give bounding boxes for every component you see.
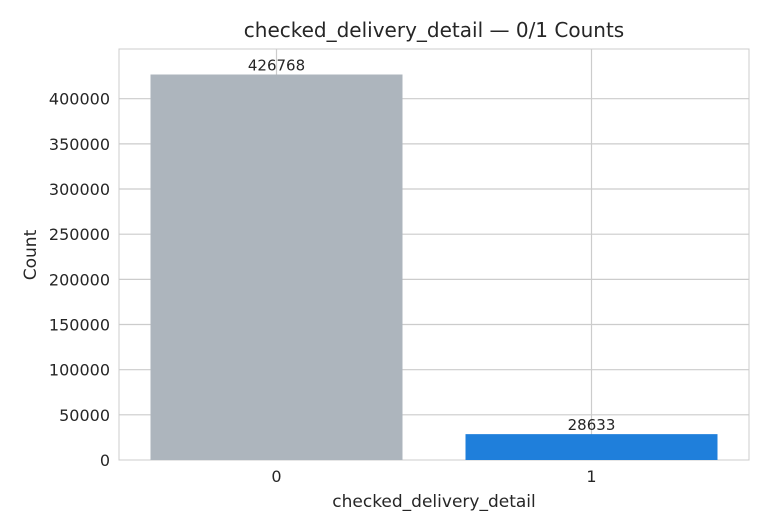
x-tick-label: 0: [271, 467, 281, 486]
data-label-1: 28633: [568, 416, 616, 434]
x-axis-label: checked_delivery_detail: [332, 492, 535, 512]
y-tick-label: 100000: [49, 361, 110, 380]
y-tick-label: 50000: [59, 406, 110, 425]
y-tick-label: 200000: [49, 270, 110, 289]
bars: [150, 74, 718, 461]
bar-0: [150, 74, 403, 461]
chart-title: checked_delivery_detail — 0/1 Counts: [244, 18, 624, 42]
y-tick-label: 300000: [49, 180, 110, 199]
y-tick-label: 350000: [49, 135, 110, 154]
x-tick-label: 1: [586, 467, 596, 486]
y-tick-label: 0: [100, 451, 110, 470]
data-label-0: 426768: [248, 57, 305, 75]
y-tick-labels: 0 50000 100000 150000 200000 250000 300000 3500…: [49, 90, 110, 470]
y-tick-label: 150000: [49, 316, 110, 335]
data-labels: 426768 28633: [248, 57, 615, 435]
y-tick-label: 250000: [49, 225, 110, 244]
y-axis-label: Count: [21, 229, 41, 280]
y-tick-label: 400000: [49, 90, 110, 109]
bar-1: [465, 434, 718, 460]
